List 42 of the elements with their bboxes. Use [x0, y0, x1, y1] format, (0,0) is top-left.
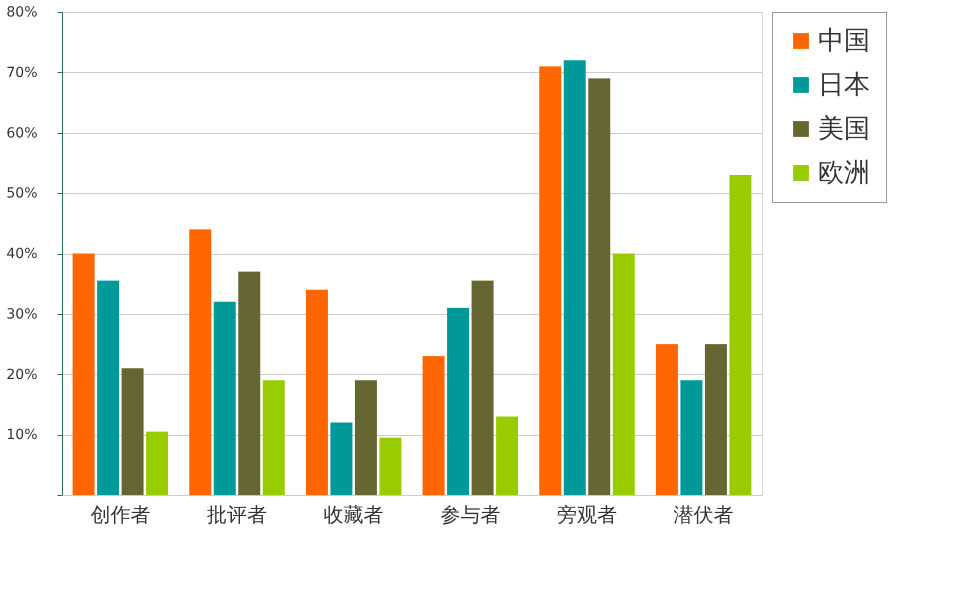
x-tick-label: 潜伏者: [674, 502, 734, 526]
y-tick-label: 10%: [6, 427, 38, 444]
bar: [729, 175, 752, 495]
legend-label: 美国: [818, 114, 870, 144]
y-tick-label: 70%: [6, 64, 38, 81]
bar: [214, 302, 236, 495]
bar: [189, 229, 212, 495]
y-tick-label: 50%: [6, 186, 38, 202]
legend-label: 中国: [818, 26, 870, 56]
bar: [72, 254, 95, 495]
x-tick-label: 收藏者: [324, 502, 384, 526]
bar: [238, 272, 260, 495]
bar: [97, 280, 120, 495]
bar: [354, 380, 377, 495]
bar: [704, 344, 727, 495]
bar: [262, 380, 285, 495]
bar: [656, 344, 678, 495]
bar: [564, 60, 586, 495]
y-tick-label: 80%: [6, 4, 38, 20]
bar: [539, 66, 562, 495]
x-tick-label: 参与者: [440, 502, 500, 526]
legend-label: 日本: [818, 70, 870, 100]
bar: [680, 380, 702, 495]
bar: [612, 254, 635, 495]
x-tick-label: 创作者: [90, 502, 150, 526]
bar: [472, 280, 494, 495]
x-tick-label: 旁观者: [557, 502, 617, 526]
legend-label: 欧洲: [818, 158, 870, 188]
bar: [379, 438, 402, 495]
bar: [306, 290, 328, 495]
bar: [122, 368, 144, 495]
x-tick-label: 批评者: [207, 502, 267, 526]
y-tick-label: 60%: [6, 125, 38, 142]
bar: [146, 432, 168, 495]
bar: [496, 416, 518, 495]
y-tick-label: 30%: [6, 306, 38, 322]
bar: [588, 78, 610, 495]
y-tick-label: 20%: [6, 366, 38, 383]
bar: [447, 308, 470, 495]
y-tick-label: 40%: [6, 246, 38, 262]
bar: [422, 356, 445, 495]
bar: [330, 422, 352, 495]
